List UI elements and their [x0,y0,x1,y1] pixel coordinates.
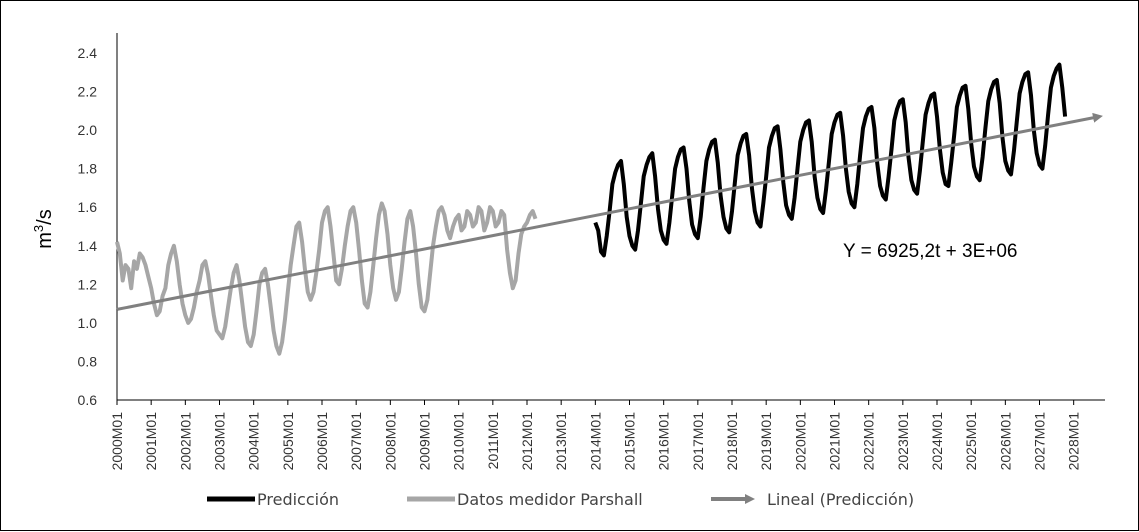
series-line-parshall [115,201,538,356]
legend-label-prediccion: Predicción [257,490,339,509]
x-tick-label: 2008M01 [382,412,398,471]
y-axis-label: m3/s [31,209,56,248]
x-tick-label: 2016M01 [656,412,672,471]
x-tick-label: 2005M01 [280,412,296,471]
x-tick-label: 2004M01 [246,412,262,471]
y-axis: 0.6 0.8 1.0 1.2 1.4 1.6 1.8 2.0 2.2 2.4 [78,33,118,408]
x-tick-label: 2000M01 [109,412,125,471]
x-tick-label: 2002M01 [177,412,193,471]
x-tick-label: 2028M01 [1066,412,1082,471]
x-tick-label: 2025M01 [963,412,979,471]
y-tick-label: 2.4 [78,45,98,61]
x-tick-label: 2003M01 [212,412,228,471]
y-tick-label: 1.2 [78,276,98,292]
x-tick-label: 2027M01 [1032,412,1048,471]
y-tick-label: 1.6 [78,199,98,215]
x-tick-label: 2021M01 [827,412,843,471]
x-tick-label: 2026M01 [997,412,1013,471]
y-tick-label: 1.0 [78,315,98,331]
x-tick-label: 2010M01 [451,412,467,471]
x-tick-label: 2007M01 [348,412,364,471]
y-tick-label: 1.8 [78,161,98,177]
x-tick-label: 2006M01 [314,412,330,471]
x-tick-label: 2011M01 [485,412,501,470]
x-tick-label: 2015M01 [622,412,638,471]
regression-equation: Y = 6925,2t + 3E+06 [843,241,1018,262]
y-tick-label: 2.2 [78,84,98,100]
series-line-prediccion [593,62,1068,258]
series-lines [115,62,1103,356]
x-tick-label: 2024M01 [929,412,945,471]
x-tick-label: 2019M01 [758,412,774,471]
x-tick-label: 2020M01 [792,412,808,471]
x-tick-label: 2017M01 [690,412,706,471]
x-tick-label: 2013M01 [553,412,569,471]
legend-label-parshall: Datos medidor Parshall [457,490,643,509]
x-tick-label: 2014M01 [587,412,603,471]
y-tick-label: 1.4 [78,238,98,254]
y-tick-label: 0.6 [78,392,98,408]
x-tick-label: 2001M01 [143,412,159,471]
x-tick-label: 2022M01 [861,412,877,471]
x-tick-label: 2012M01 [519,412,535,471]
x-tick-label: 2009M01 [417,412,433,471]
y-tick-label: 2.0 [78,122,98,138]
legend-label-lineal: Lineal (Predicción) [767,490,914,509]
x-axis: 2000M01 2001M01 2002M01 2003M01 2004M01 2005M… [109,399,1105,471]
y-tick-label: 0.8 [78,353,98,369]
series-line-lineal-trend [116,112,1103,311]
x-tick-label: 2018M01 [724,412,740,471]
x-tick-label: 2023M01 [895,412,911,471]
legend: Predicción Datos medidor Parshall Lineal… [207,490,914,509]
